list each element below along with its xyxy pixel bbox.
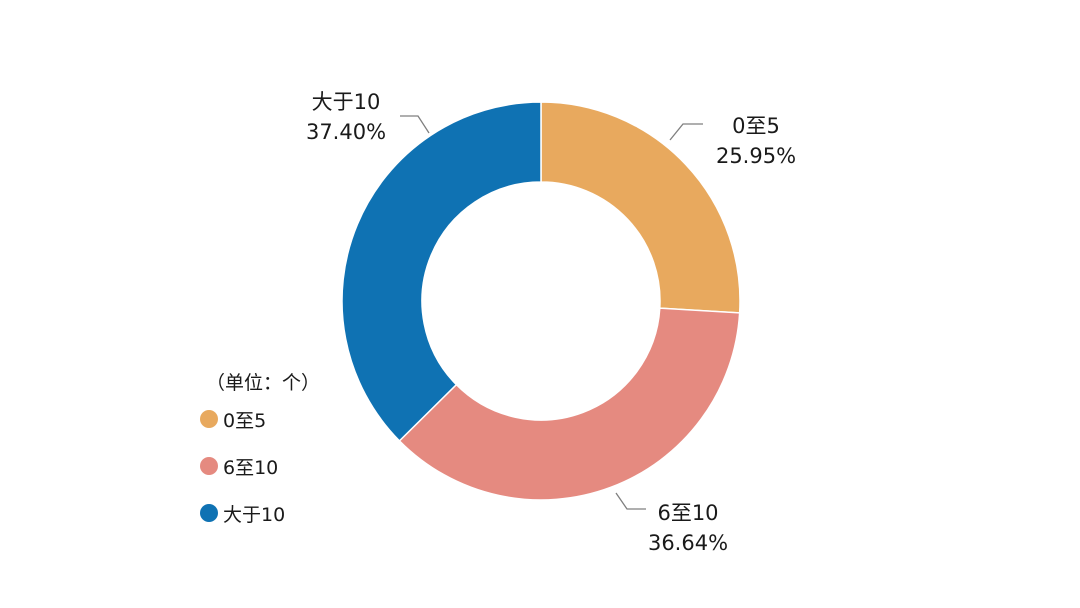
legend-swatch-0 <box>200 410 218 428</box>
legend: （单位：个） 0至5 6至10 大于10 <box>200 366 320 545</box>
legend-label-1: 6至10 <box>223 456 279 479</box>
leader-lines <box>400 115 703 510</box>
leader-line-0 <box>669 123 703 141</box>
legend-item-1: 6至10 <box>200 451 320 481</box>
slice-value-label-1: 36.64% <box>648 531 728 555</box>
legend-item-0: 0至5 <box>200 404 320 434</box>
slice-category-label-0: 0至5 <box>732 114 780 138</box>
slice-category-label-1: 6至10 <box>657 501 718 525</box>
donut-slices <box>341 101 741 501</box>
legend-swatch-1 <box>200 457 218 475</box>
slice-value-label-0: 25.95% <box>716 144 796 168</box>
slice-1 <box>398 307 741 501</box>
slice-0 <box>540 101 741 314</box>
legend-swatch-2 <box>200 504 218 522</box>
legend-label-2: 大于10 <box>223 503 286 526</box>
leader-line-1 <box>615 492 646 510</box>
slice-category-label-2: 大于10 <box>312 90 381 114</box>
leader-line-2 <box>400 115 430 134</box>
slice-labels: 0至5 25.95% 6至10 36.64% 大于10 37.40% <box>306 90 796 555</box>
unit-note: （单位：个） <box>206 372 321 394</box>
legend-label-0: 0至5 <box>223 409 267 432</box>
slice-2 <box>341 101 542 442</box>
slice-value-label-2: 37.40% <box>306 120 386 144</box>
legend-item-2: 大于10 <box>200 498 320 528</box>
